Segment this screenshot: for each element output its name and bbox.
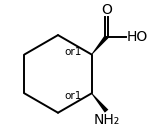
Text: or1: or1 (64, 91, 81, 101)
Polygon shape (91, 35, 108, 55)
Text: or1: or1 (64, 47, 81, 57)
Text: O: O (101, 3, 112, 17)
Text: NH₂: NH₂ (93, 113, 120, 127)
Polygon shape (91, 93, 108, 113)
Text: HO: HO (127, 30, 148, 44)
